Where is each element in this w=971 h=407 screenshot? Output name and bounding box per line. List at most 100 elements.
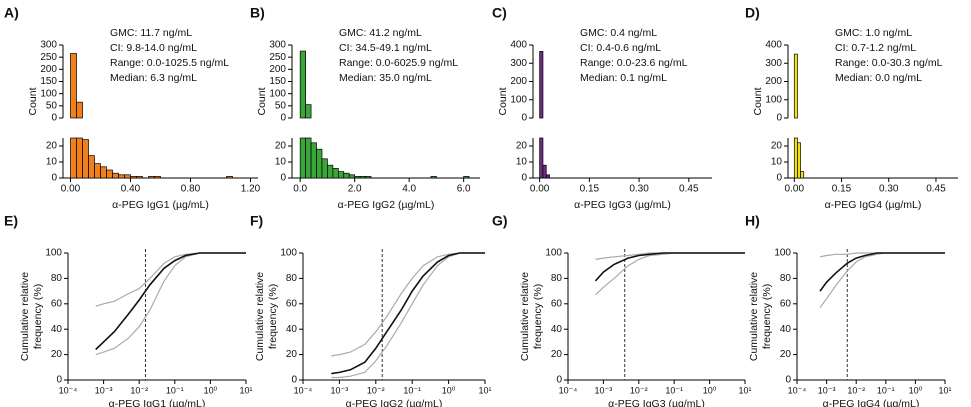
y-axis-label: Cumulative relative (19, 272, 31, 361)
annotation: CI: 0.4-0.6 ng/mL (580, 42, 661, 54)
x-tick-label: 0.30 (879, 184, 899, 195)
y-axis-label: Cumulative relative (254, 272, 266, 361)
annotation: Median: 0.1 ng/mL (580, 72, 667, 84)
y-tick-label: 150 (40, 76, 57, 87)
x-tick-label: 6.0 (457, 184, 471, 195)
annotation: Median: 0.0 ng/mL (835, 72, 922, 84)
bar (359, 176, 366, 179)
y-tick-label: 0 (51, 113, 57, 124)
y-tick-label: 50 (275, 100, 287, 111)
y-tick-label: 100 (765, 94, 782, 105)
bar (70, 137, 77, 179)
annotation: Median: 6.3 ng/mL (110, 72, 197, 84)
x-tick-label: 10⁻² (630, 385, 648, 395)
annotation: GMC: 41.2 ng/mL (339, 27, 422, 39)
panel-letter: F) (250, 213, 263, 229)
bar (70, 53, 77, 119)
y-tick-label: 20 (46, 141, 58, 152)
y-tick-label: 100 (269, 88, 286, 99)
y-tick-label: 80 (51, 273, 63, 284)
x-tick-label: 10⁻¹ (403, 385, 421, 395)
line (331, 252, 485, 375)
x-axis-label: α-PEG IgG1 (µg/mL) (109, 398, 206, 407)
x-tick-label: 10¹ (738, 385, 751, 395)
x-axis-label: α-PEG IgG4 (µg/mL) (825, 199, 922, 211)
bar (545, 174, 550, 179)
y-tick-label: 60 (780, 298, 792, 309)
annotation: GMC: 0.4 ng/mL (580, 27, 657, 39)
line (595, 252, 745, 296)
y-tick-label: 60 (286, 298, 298, 309)
y-tick-label: 0 (776, 113, 782, 124)
x-tick-label: 10⁻² (130, 385, 148, 395)
y-tick-label: 100 (40, 88, 57, 99)
bar (226, 176, 233, 179)
bar (88, 155, 95, 179)
annotation: CI: 34.5-49.1 ng/mL (339, 42, 432, 54)
bar (100, 166, 107, 179)
x-tick-label: 10⁻² (367, 385, 385, 395)
x-tick-label: 0.45 (679, 184, 699, 195)
y-axis-label: frequency (%) (32, 284, 44, 349)
annotation: Median: 35.0 ng/mL (339, 72, 432, 84)
x-tick-label: 0.40 (121, 184, 141, 195)
x-tick-label: 0.80 (181, 184, 201, 195)
annotation: GMC: 1.0 ng/mL (835, 27, 912, 39)
bar (321, 158, 328, 179)
y-tick-label: 0 (776, 173, 782, 184)
bar (82, 139, 89, 179)
y-tick-label: 60 (51, 298, 63, 309)
annotation: Range: 0.0-1025.5 ng/mL (110, 57, 229, 69)
y-tick-label: 100 (545, 248, 562, 259)
bar (354, 176, 361, 179)
x-tick-label: 10⁻³ (818, 385, 836, 395)
y-tick-label: 0 (521, 113, 527, 124)
line (95, 252, 246, 356)
y-tick-label: 250 (40, 52, 57, 63)
bar (797, 142, 801, 179)
y-axis-label: Count (752, 87, 764, 115)
y-axis-label: frequency (%) (761, 284, 773, 349)
line (331, 252, 485, 357)
x-axis-label: α-PEG IgG1 (µg/mL) (112, 199, 209, 211)
x-tick-label: 10⁻³ (595, 385, 613, 395)
y-tick-label: 100 (45, 248, 62, 259)
panel-letter: A) (4, 5, 19, 21)
bar (299, 50, 306, 119)
bar (124, 174, 131, 179)
panel-letter: C) (492, 5, 507, 21)
x-tick-label: 0.00 (785, 184, 805, 195)
annotation: Range: 0.0-23.6 ng/mL (580, 57, 688, 69)
y-tick-label: 400 (765, 40, 782, 51)
x-tick-label: 10⁻⁴ (294, 385, 313, 395)
annotation: CI: 0.7-1.2 ng/mL (835, 42, 916, 54)
y-tick-label: 100 (280, 248, 297, 259)
panel-letter: G) (492, 213, 508, 229)
y-tick-label: 10 (771, 157, 783, 168)
x-tick-label: 10⁻³ (331, 385, 349, 395)
y-tick-label: 300 (765, 58, 782, 69)
x-tick-label: 0.00 (61, 184, 81, 195)
x-tick-label: 0.30 (629, 184, 649, 195)
x-tick-label: 10⁰ (442, 385, 456, 395)
bar (348, 174, 356, 179)
bar (310, 142, 317, 179)
y-tick-label: 10 (46, 157, 58, 168)
y-tick-label: 20 (286, 349, 298, 360)
y-tick-label: 0 (556, 375, 562, 386)
bar (800, 171, 805, 179)
annotation: Range: 0.0-6025.9 ng/mL (339, 57, 458, 69)
x-tick-label: 10⁻⁴ (559, 385, 578, 395)
y-tick-label: 200 (510, 76, 527, 87)
y-tick-label: 300 (510, 58, 527, 69)
y-tick-label: 40 (551, 324, 563, 335)
y-tick-label: 300 (269, 40, 286, 51)
line (819, 252, 945, 292)
x-tick-label: 10⁻³ (95, 385, 113, 395)
x-tick-label: 0.15 (832, 184, 852, 195)
x-tick-label: 10⁻¹ (877, 385, 895, 395)
panel-letter: E) (4, 213, 18, 229)
x-tick-label: 0.00 (530, 184, 550, 195)
line (95, 252, 246, 307)
y-tick-label: 20 (780, 349, 792, 360)
